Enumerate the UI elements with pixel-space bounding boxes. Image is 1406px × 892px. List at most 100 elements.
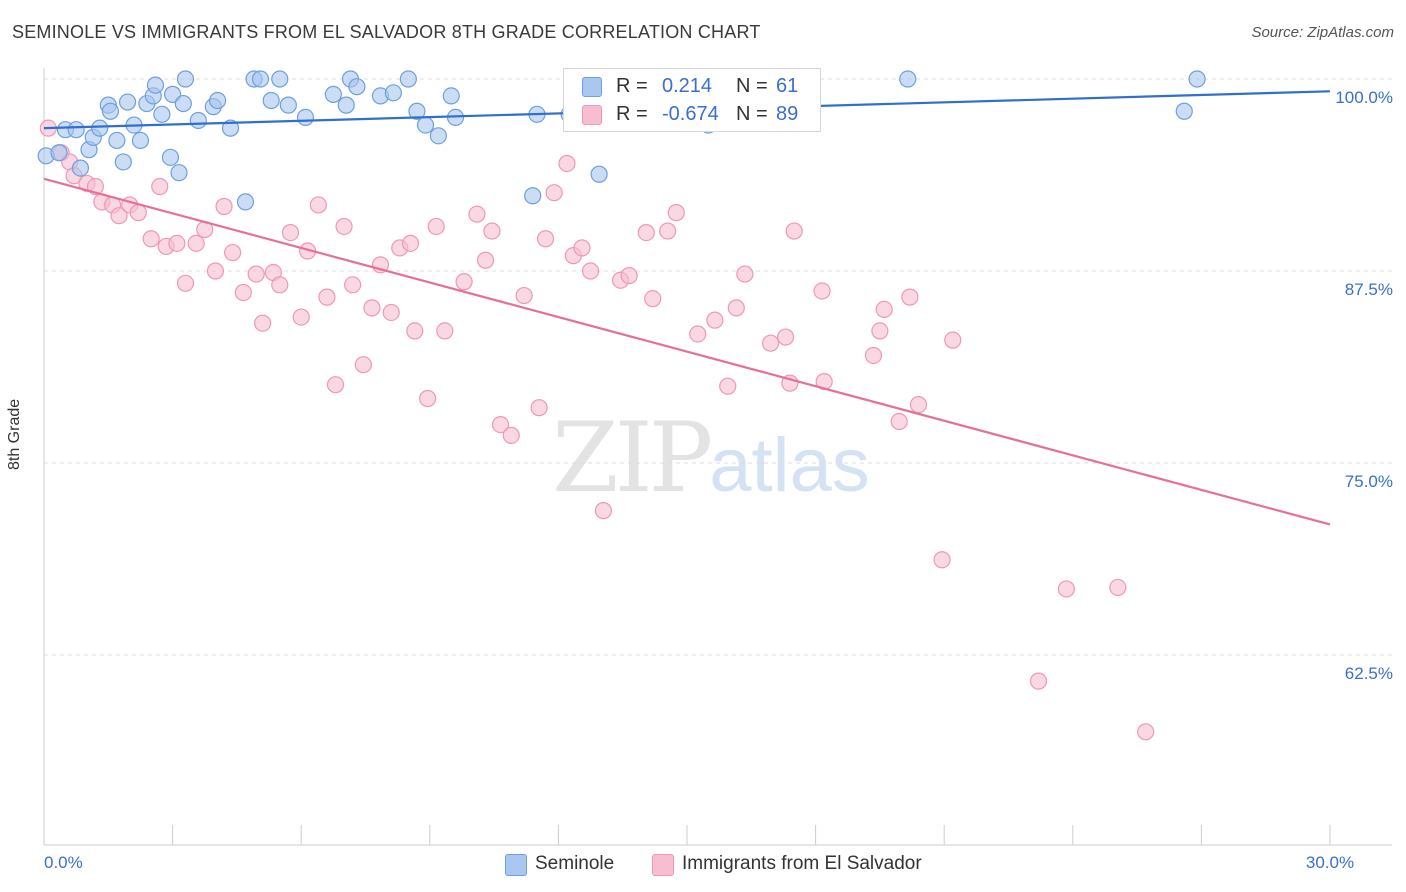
seminole-point — [118, 93, 137, 111]
seminole-point — [221, 119, 240, 137]
salvador-point — [363, 299, 381, 317]
seminole-point — [524, 187, 542, 205]
salvador-point — [468, 205, 486, 223]
salvador-point — [427, 217, 445, 236]
salvador-point — [530, 399, 548, 417]
salvador-point — [234, 283, 252, 302]
salvador-point — [401, 234, 420, 252]
seminole-point — [251, 70, 270, 88]
salvador-point — [168, 234, 186, 252]
salvador-point — [335, 217, 353, 236]
salvador-point — [785, 222, 803, 240]
salvador-point — [187, 234, 205, 252]
salvador-swatch — [582, 105, 602, 125]
salvador-point — [326, 376, 345, 394]
r-value-salvador: -0.674 — [662, 103, 719, 125]
salvador-point — [581, 262, 600, 280]
salvador-point — [281, 224, 300, 242]
seminole-point — [348, 78, 366, 96]
salvador-point — [515, 286, 533, 305]
salvador-point — [871, 322, 889, 340]
salvador-point — [436, 322, 454, 340]
seminole-point — [416, 116, 435, 134]
salvador-point — [719, 377, 737, 395]
y-tick-label: 75.0% — [1345, 472, 1393, 491]
salvador-point — [637, 224, 655, 242]
salvador-point — [247, 265, 265, 283]
seminole-point — [209, 91, 227, 110]
legend-label-seminole: Seminole — [535, 853, 615, 874]
salvador-point — [142, 230, 160, 248]
seminole-point — [174, 94, 192, 113]
seminole-point — [1188, 70, 1206, 88]
salvador-point — [110, 207, 128, 225]
salvador-point — [944, 331, 962, 349]
salvador-point — [594, 502, 613, 520]
x-tick-label: 30.0% — [1306, 853, 1354, 872]
seminole-point — [408, 102, 426, 120]
seminole-point — [176, 70, 195, 88]
salvador-points — [39, 119, 1155, 741]
seminole-point — [146, 76, 165, 94]
salvador-point — [354, 356, 372, 374]
x-tick-label: 0.0% — [44, 853, 83, 872]
trend-lines — [43, 90, 1331, 526]
n-label: N = — [736, 75, 768, 97]
salvador-point — [901, 288, 919, 306]
salvador-point — [761, 334, 780, 352]
salvador-point — [727, 299, 745, 317]
salvador-point — [318, 288, 336, 306]
seminole-point — [279, 96, 297, 114]
salvador-point — [406, 322, 424, 340]
salvador-point — [545, 184, 563, 202]
salvador-point — [483, 222, 501, 240]
seminole-point — [236, 193, 255, 211]
chart-title: SEMINOLE VS IMMIGRANTS FROM EL SALVADOR … — [12, 22, 761, 42]
seminole-point — [189, 111, 207, 130]
salvador-point — [254, 314, 272, 332]
watermark-zip: ZIP — [552, 402, 713, 514]
salvador-point — [151, 177, 169, 196]
salvador-point — [309, 196, 327, 214]
salvador-trend-line — [43, 177, 1331, 526]
r-value-seminole: 0.214 — [662, 75, 713, 97]
seminole-point — [324, 85, 342, 103]
salvador-point — [215, 197, 233, 216]
seminole-point — [429, 127, 447, 145]
salvador-point — [706, 311, 724, 329]
salvador-point — [813, 282, 831, 300]
seminole-point — [262, 91, 280, 110]
salvador-point — [1109, 578, 1127, 597]
tick-labels: 100.0% 87.5% 75.0% 62.5% 0.0% 30.0% — [44, 88, 1393, 872]
y-tick-label: 62.5% — [1345, 664, 1393, 683]
salvador-point — [176, 274, 195, 292]
salvador-point — [644, 290, 662, 308]
grid-lines — [44, 78, 1392, 656]
salvador-point — [536, 230, 555, 248]
axes — [43, 68, 1392, 846]
seminole-point — [50, 144, 68, 162]
legend-row-salvador: R = -0.674 N = 89 — [564, 101, 820, 129]
seminole-point — [442, 87, 460, 105]
watermark: ZIPatlas — [552, 402, 870, 514]
source-credit: Source: ZipAtlas.com — [1251, 24, 1394, 41]
seminole-point — [271, 70, 289, 88]
salvador-point — [890, 412, 908, 431]
n-label: N = — [736, 103, 768, 125]
salvador-point — [206, 262, 225, 280]
salvador-point — [689, 325, 707, 343]
salvador-point — [455, 273, 473, 291]
seminole-point — [590, 165, 608, 183]
salvador-point — [667, 204, 685, 222]
legend-label-salvador: Immigrants from El Salvador — [682, 853, 922, 874]
r-label: R = — [616, 103, 648, 125]
salvador-legend-swatch — [652, 854, 674, 876]
salvador-point — [1057, 580, 1075, 598]
salvador-point — [1137, 723, 1155, 741]
salvador-point — [659, 222, 677, 240]
seminole-point — [899, 70, 917, 88]
salvador-point — [292, 308, 310, 326]
seminole-point — [384, 84, 402, 102]
salvador-point — [558, 154, 576, 173]
seminole-point — [1175, 102, 1193, 120]
